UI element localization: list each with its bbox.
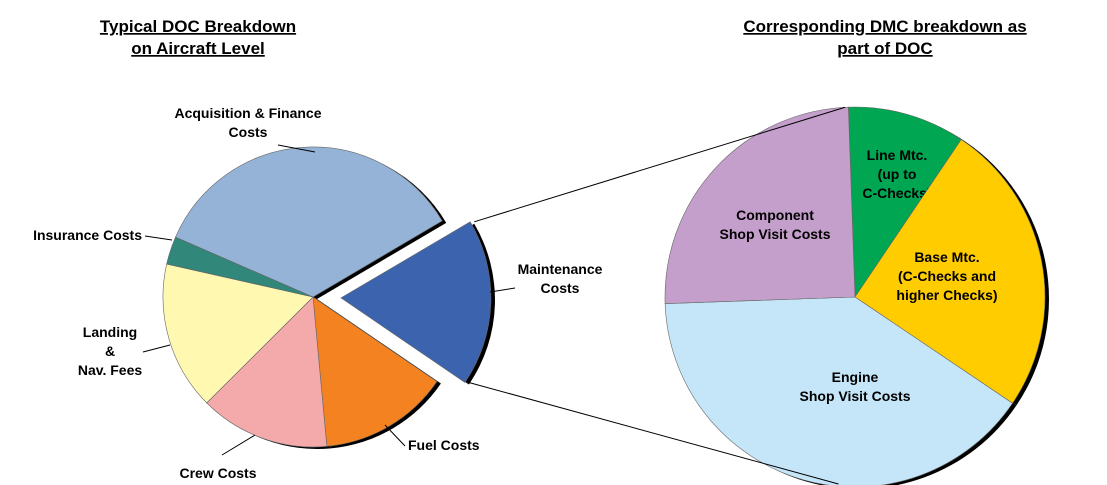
slice-label: Maintenance Costs [518, 261, 603, 296]
slice-label: Fuel Costs [408, 437, 480, 453]
slice [664, 296, 1013, 485]
slice [162, 263, 314, 404]
slice [175, 146, 443, 298]
slice-label: Crew Costs [179, 465, 256, 481]
slice [166, 236, 314, 298]
slice [312, 296, 438, 447]
slice-label: Acquisition & Finance Costs [174, 105, 321, 140]
slice-label: Line Mtc. (up to C-Checks) [862, 147, 931, 201]
chart-title: Corresponding DMC breakdown as part of DO… [743, 17, 1026, 58]
slice-label: Landing & Nav. Fees [78, 324, 143, 378]
leader-line [144, 235, 173, 241]
connector-line [474, 106, 846, 223]
chart-title: Typical DOC Breakdown on Aircraft Level [100, 17, 296, 58]
slice [206, 296, 328, 448]
slice-label: Engine Shop Visit Costs [800, 369, 911, 404]
slice [854, 139, 1046, 404]
leader-line [277, 144, 316, 153]
connector-line [468, 381, 839, 485]
slice-label: Insurance Costs [33, 227, 142, 243]
leader-line [489, 287, 516, 293]
slice [340, 221, 492, 383]
slice-label: Component Shop Visit Costs [720, 207, 831, 242]
leader-line [142, 344, 171, 353]
slice [848, 106, 962, 298]
slice-label: Base Mtc. (C-Checks and higher Checks) [896, 249, 997, 303]
leader-line [384, 424, 406, 447]
slice [664, 106, 856, 304]
leader-line [221, 434, 256, 456]
